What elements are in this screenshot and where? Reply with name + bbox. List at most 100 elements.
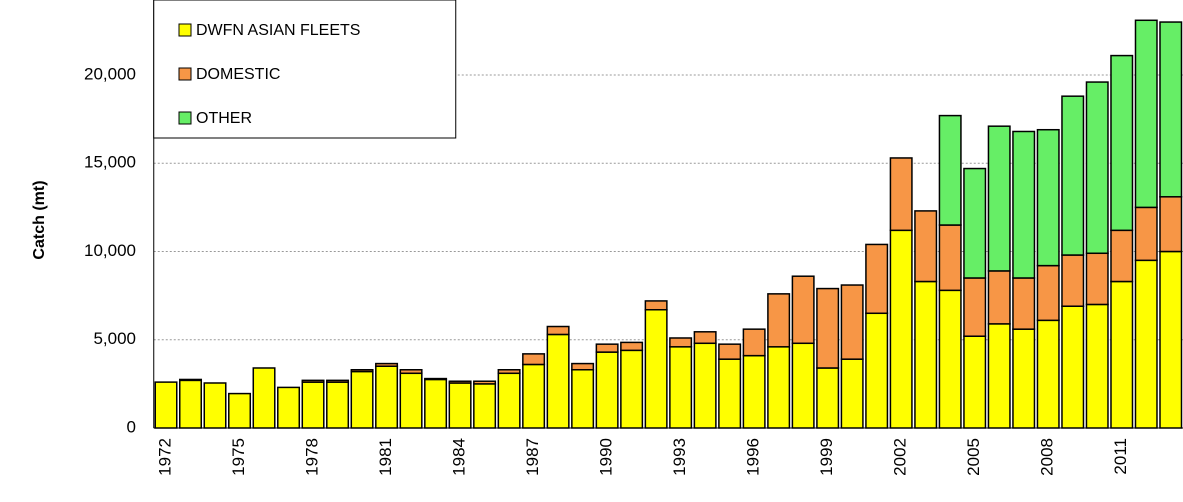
legend-box	[153, 0, 457, 139]
bar-segment	[277, 386, 301, 429]
bar-segment	[154, 381, 178, 429]
bar-segment	[840, 358, 864, 429]
bar-segment	[816, 287, 840, 369]
bar-segment	[448, 380, 472, 384]
x-tick-label: 1975	[229, 438, 248, 476]
bar-segment	[252, 367, 276, 429]
bar-segment	[497, 372, 521, 429]
bar-segment	[1159, 250, 1183, 429]
bar-segment	[914, 210, 938, 283]
bar-segment	[865, 243, 889, 315]
x-tick-label: 2005	[964, 438, 983, 476]
y-tick-label: 10,000	[84, 241, 136, 260]
bar-segment	[1012, 328, 1036, 429]
bar-segment	[718, 358, 742, 429]
bar-segment	[693, 342, 717, 429]
bar-segment	[595, 343, 619, 353]
bar-segment	[1012, 277, 1036, 330]
x-tick-label: 1981	[376, 438, 395, 476]
bar-segment	[1110, 54, 1134, 232]
y-tick-label: 0	[127, 417, 136, 436]
bar-segment	[963, 167, 987, 279]
bar-segment	[326, 379, 350, 383]
bar-segment	[1134, 206, 1158, 262]
bar-segment	[1036, 128, 1060, 267]
bar-segment	[987, 270, 1011, 325]
bar-segment	[546, 333, 570, 429]
bar-segment	[1159, 196, 1183, 253]
bar-segment	[399, 369, 423, 375]
bar-segment	[742, 354, 766, 429]
legend-label: DOMESTIC	[196, 66, 280, 83]
bar-segment	[791, 342, 815, 429]
bar-segment	[938, 114, 962, 226]
bar-segment	[522, 353, 546, 366]
bar-segment	[767, 293, 791, 348]
bar-segment	[595, 351, 619, 429]
bar-segment	[1085, 303, 1109, 429]
bar-segment	[718, 343, 742, 360]
bar-segment	[179, 379, 203, 429]
bar-segment	[375, 365, 399, 429]
bar-segment	[350, 370, 374, 429]
bar-segment	[424, 377, 448, 381]
x-tick-label: 1999	[817, 438, 836, 476]
legend-label: OTHER	[196, 110, 252, 127]
x-tick-label: 2002	[891, 438, 910, 476]
bar-segment	[767, 346, 791, 429]
bar-segment	[620, 349, 644, 429]
bar-segment	[228, 392, 252, 429]
bar-segment	[497, 369, 521, 375]
bar-segment	[1061, 254, 1085, 307]
bar-segment	[816, 367, 840, 429]
bar-segment	[203, 382, 227, 429]
bar-segment	[1061, 305, 1085, 429]
bar-segment	[448, 382, 472, 429]
bar-segment	[1110, 280, 1134, 429]
y-tick-label: 5,000	[93, 329, 136, 348]
bar-segment	[865, 312, 889, 429]
bar-segment	[350, 369, 374, 373]
x-tick-label: 1990	[597, 438, 616, 476]
bar-segment	[669, 337, 693, 348]
bar-segment	[1159, 21, 1183, 198]
legend-label: DWFN ASIAN FLEETS	[196, 22, 360, 39]
bar-segment	[1110, 229, 1134, 283]
legend: DWFN ASIAN FLEETS DOMESTIC OTHER	[153, 0, 457, 139]
bar-segment	[399, 372, 423, 429]
y-tick-label: 15,000	[84, 153, 136, 172]
x-tick-label: 1984	[450, 438, 469, 476]
bar-segment	[179, 378, 203, 382]
legend-swatch	[178, 111, 192, 125]
x-tick-label: 1996	[744, 438, 763, 476]
x-tick-label: 1993	[670, 438, 689, 476]
bar-segment	[889, 229, 913, 429]
bar-segment	[644, 308, 668, 429]
bar-segment	[693, 331, 717, 345]
bar-segment	[987, 323, 1011, 429]
bar-segment	[424, 378, 448, 429]
bar-segment	[889, 157, 913, 232]
x-tick-label: 1978	[303, 438, 322, 476]
bar-segment	[963, 277, 987, 337]
legend-swatch	[178, 67, 192, 81]
bar-segment	[620, 341, 644, 352]
bar-segment	[301, 381, 325, 429]
bar-segment	[1134, 19, 1158, 209]
bar-segment	[1085, 81, 1109, 255]
bar-segment	[473, 380, 497, 385]
bar-segment	[571, 369, 595, 429]
bar-segment	[963, 335, 987, 429]
bar-segment	[571, 362, 595, 371]
y-axis-label: Catch (mt)	[31, 180, 48, 259]
bar-segment	[1036, 264, 1060, 322]
bar-segment	[301, 379, 325, 383]
bar-segment	[473, 383, 497, 429]
bar-segment	[1061, 95, 1085, 256]
x-tick-label: 1987	[523, 438, 542, 476]
bar-segment	[791, 275, 815, 345]
bar-segment	[669, 346, 693, 429]
bar-segment	[938, 224, 962, 292]
x-tick-label: 2008	[1038, 438, 1057, 476]
